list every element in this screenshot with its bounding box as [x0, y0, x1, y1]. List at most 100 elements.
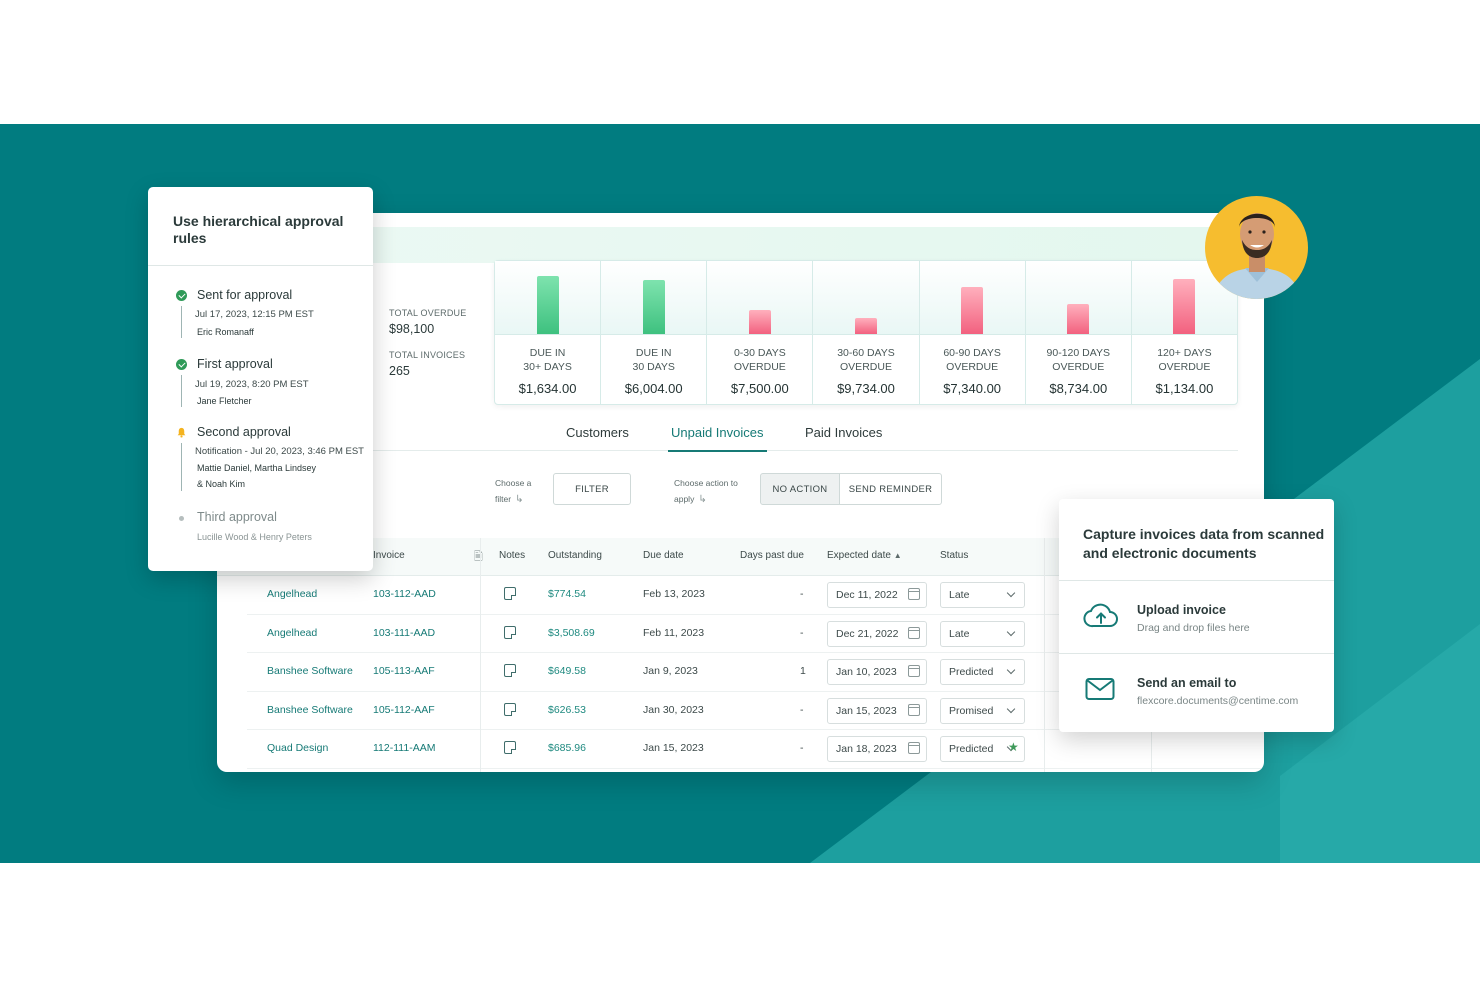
- invoice-link[interactable]: 105-113-AAF: [373, 665, 435, 677]
- note-icon[interactable]: [504, 587, 516, 600]
- note-icon[interactable]: [504, 664, 516, 677]
- send-email-option[interactable]: Send an email to flexcore.documents@cent…: [1059, 654, 1334, 727]
- calendar-icon[interactable]: [908, 742, 920, 754]
- expected-date-picker[interactable]: Jan 15, 2023: [827, 697, 927, 724]
- person-photo: [1213, 213, 1301, 299]
- summary-totals: TOTAL OVERDUE $98,100 TOTAL INVOICES 265: [389, 308, 499, 392]
- status-select[interactable]: Predicted: [940, 659, 1025, 685]
- approval-rules-card: Use hierarchical approval rules Sent for…: [148, 187, 373, 571]
- calendar-icon[interactable]: [908, 626, 920, 639]
- bucket-label-line1: 120+ DAYS: [1157, 347, 1212, 359]
- dashboard-top-band: [217, 227, 1264, 263]
- bucket-amount: $8,734.00: [1049, 381, 1108, 396]
- customer-link[interactable]: Banshee Software: [267, 665, 353, 677]
- aging-bucket[interactable]: 0-30 DAYS OVERDUE $7,500.00: [707, 261, 814, 404]
- table-row[interactable]: Angelhead 103-112-AAD $774.54 Feb 13, 2023 -…: [247, 576, 1264, 615]
- status-select[interactable]: Predicted: [940, 736, 1025, 762]
- due-date: Jan 30, 2023: [643, 703, 704, 716]
- bucket-chart: [707, 261, 813, 335]
- outstanding-amount: $774.54: [548, 588, 586, 600]
- customer-link[interactable]: Quad Design: [267, 742, 329, 754]
- step-approver: Jane Fletcher: [197, 396, 252, 406]
- filter-button[interactable]: FILTER: [553, 473, 631, 505]
- invoice-link[interactable]: 105-112-AAF: [373, 703, 435, 716]
- bucket-label-line2: OVERDUE: [733, 361, 786, 373]
- aging-bucket[interactable]: DUE IN 30+ DAYS $1,634.00: [495, 261, 602, 404]
- note-icon[interactable]: [504, 625, 516, 639]
- bucket-label: DUE IN 30+ DAYS: [495, 346, 600, 374]
- aging-bucket[interactable]: 60-90 DAYS OVERDUE $7,340.00: [919, 261, 1026, 404]
- total-invoices-value: 265: [389, 364, 410, 378]
- bucket-label: 90-120 DAYS OVERDUE: [1026, 346, 1131, 374]
- bucket-label-line2: OVERDUE: [946, 361, 999, 373]
- col-expected-date[interactable]: Expected date ▲: [827, 550, 902, 561]
- invoice-link[interactable]: 112-111-AAM: [373, 742, 436, 754]
- upload-invoice-subtitle: Drag and drop files here: [1137, 622, 1250, 634]
- outstanding-amount: $3,508.69: [548, 626, 595, 639]
- bucket-label: 120+ DAYS OVERDUE: [1132, 346, 1237, 374]
- bucket-amount: $1,634.00: [518, 381, 577, 396]
- check-circle-icon: [176, 359, 187, 370]
- tab-paid-invoices[interactable]: Paid Invoices: [805, 425, 883, 440]
- expected-date-picker[interactable]: Jan 10, 2023: [827, 659, 927, 685]
- bucket-label-line1: 90-120 DAYS: [1046, 347, 1110, 359]
- step-connector: [181, 375, 182, 407]
- expected-date-picker[interactable]: Dec 11, 2022: [827, 582, 927, 608]
- expected-date-picker[interactable]: Jan 18, 2023: [827, 736, 927, 762]
- status-value: Predicted: [949, 743, 994, 755]
- table-row[interactable]: Quad Design 112-111-AAM $685.96 Jan 15, 202…: [247, 730, 1264, 769]
- bucket-chart: [813, 261, 919, 335]
- note-icon[interactable]: [504, 702, 516, 716]
- bucket-bar: [854, 318, 877, 334]
- bucket-label-line1: 0-30 DAYS: [733, 347, 786, 359]
- col-status[interactable]: Status: [940, 550, 969, 561]
- col-outstanding[interactable]: Outstanding: [548, 550, 602, 561]
- customer-link[interactable]: Angelhead: [267, 588, 318, 600]
- table-row[interactable]: Banshee Software 105-113-AAF $649.58 Jan 9,…: [247, 653, 1264, 692]
- sort-asc-icon[interactable]: ▲: [893, 551, 902, 560]
- table-row[interactable]: Angelhead 103-111-AAD $3,508.69 Feb 11, 202…: [247, 615, 1264, 653]
- chevron-down-icon: [1006, 704, 1016, 713]
- pending-dot-icon: [179, 516, 184, 521]
- no-action-button[interactable]: NO ACTION: [760, 473, 840, 505]
- due-date: Feb 13, 2023: [643, 588, 705, 600]
- col-notes[interactable]: Notes: [499, 550, 526, 561]
- status-select[interactable]: Late: [940, 620, 1025, 647]
- col-invoice[interactable]: Invoice: [373, 550, 405, 561]
- customer-link[interactable]: Angelhead: [267, 626, 318, 639]
- status-select[interactable]: Late: [940, 582, 1025, 608]
- invoice-link[interactable]: 103-111-AAD: [373, 626, 436, 639]
- aging-bucket[interactable]: 90-120 DAYS OVERDUE $8,734.00: [1025, 261, 1132, 404]
- star-icon[interactable]: ★: [1008, 740, 1019, 754]
- note-icon[interactable]: [504, 741, 516, 754]
- chevron-down-icon: [1006, 627, 1016, 636]
- aging-bucket[interactable]: DUE IN 30 DAYS $6,004.00: [601, 261, 708, 404]
- upload-invoice-option[interactable]: Upload invoice Drag and drop files here: [1059, 581, 1334, 654]
- aging-bucket[interactable]: 30-60 DAYS OVERDUE $9,734.00: [813, 261, 920, 404]
- tab-unpaid-invoices[interactable]: Unpaid Invoices: [668, 425, 766, 452]
- bucket-label-line1: DUE IN: [635, 347, 672, 359]
- bucket-label-line2: OVERDUE: [1158, 361, 1211, 373]
- calendar-icon[interactable]: [908, 703, 920, 716]
- days-past-due: -: [800, 742, 804, 754]
- col-due-date[interactable]: Due date: [643, 550, 684, 561]
- bucket-amount: $7,500.00: [730, 381, 789, 396]
- customer-link[interactable]: Banshee Software: [267, 703, 353, 716]
- status-select[interactable]: Promised: [940, 697, 1025, 724]
- invoice-link[interactable]: 103-112-AAD: [373, 588, 436, 600]
- step-connector: [181, 443, 182, 491]
- table-row[interactable]: Banshee Software 105-112-AAF $626.53 Jan 30…: [247, 692, 1264, 730]
- action-hint: Choose action to apply ↳: [674, 475, 738, 508]
- capture-invoices-card: Capture invoices data from scanned and e…: [1059, 499, 1334, 732]
- status-value: Late: [949, 589, 970, 601]
- due-date: Feb 11, 2023: [643, 626, 705, 639]
- step-approver-cont: & Noah Kim: [197, 479, 246, 489]
- tab-customers[interactable]: Customers: [566, 425, 629, 440]
- calendar-icon[interactable]: [908, 588, 920, 600]
- send-reminder-button[interactable]: SEND REMINDER: [839, 473, 942, 505]
- col-days-past-due[interactable]: Days past due: [740, 550, 804, 561]
- bucket-label: 30-60 DAYS OVERDUE: [813, 346, 918, 374]
- check-circle-icon: [176, 290, 187, 301]
- calendar-icon[interactable]: [908, 665, 920, 677]
- expected-date-picker[interactable]: Dec 21, 2022: [827, 620, 927, 647]
